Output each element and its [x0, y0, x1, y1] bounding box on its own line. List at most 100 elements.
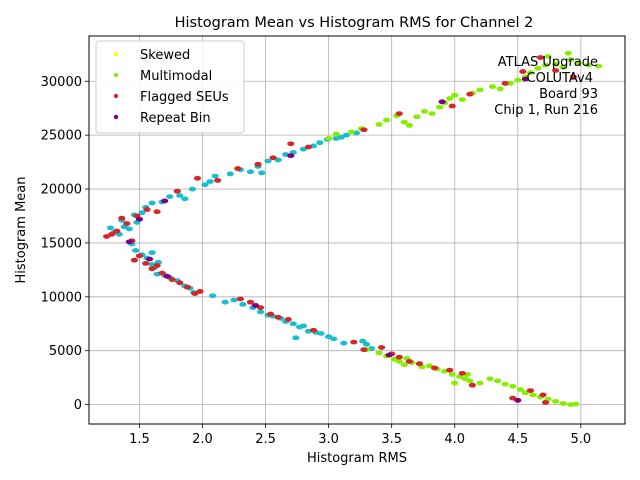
data-point-normal — [211, 173, 219, 179]
data-point-flagged-seus — [267, 311, 275, 317]
data-point-flagged-seus — [395, 354, 403, 360]
data-point-multimodal — [506, 81, 514, 86]
data-point-flagged-seus — [415, 361, 424, 367]
data-point-multimodal — [584, 62, 593, 68]
data-point-multimodal — [400, 362, 408, 368]
data-point-flagged-seus — [246, 299, 255, 305]
data-point-flagged-seus — [284, 317, 292, 322]
x-tick-label: 3.5 — [381, 432, 402, 447]
legend-label-multimodal: Multimodal — [140, 69, 212, 84]
data-point-multimodal — [395, 359, 403, 364]
data-point-normal — [148, 200, 156, 206]
data-point-multimodal — [496, 86, 504, 92]
y-tick-label: 25000 — [41, 129, 82, 144]
data-point-normal — [208, 293, 217, 299]
x-tick-label: 3.0 — [318, 432, 339, 447]
data-point-flagged-seus — [395, 111, 403, 116]
data-point-flagged-seus — [377, 345, 386, 350]
data-point-multimodal — [514, 77, 522, 83]
data-point-multimodal — [574, 60, 582, 66]
data-point-normal — [359, 338, 367, 344]
data-point-flagged-seus — [552, 68, 560, 73]
data-point-multimodal — [501, 381, 509, 387]
data-point-multimodal — [564, 50, 572, 56]
y-tick-label: 10000 — [41, 290, 82, 305]
data-point-normal — [258, 170, 266, 176]
data-point-flagged-seus — [269, 155, 277, 161]
data-point-normal — [292, 335, 300, 341]
data-point-multimodal — [466, 378, 474, 384]
data-point-flagged-seus — [142, 261, 150, 266]
data-point-multimodal — [494, 378, 502, 384]
legend-label-flagged-seus: Flagged SEUs — [140, 90, 229, 105]
data-point-flagged-seus — [153, 263, 161, 268]
data-point-normal — [289, 321, 297, 327]
data-point-normal — [299, 323, 307, 329]
data-point-flagged-seus — [236, 296, 244, 302]
data-point-multimodal — [486, 376, 494, 382]
data-point-multimodal — [448, 372, 456, 377]
data-point-flagged-seus — [468, 382, 476, 388]
data-point-multimodal — [458, 97, 466, 102]
annotation-block: ATLAS Upgrade COLUTAv4 Board 93 Chip 1, … — [494, 55, 598, 118]
data-point-multimodal — [594, 63, 603, 69]
legend: Skewed Multimodal Flagged SEUs Repeat Bi… — [95, 40, 245, 134]
data-point-normal — [342, 132, 350, 138]
data-point-flagged-seus — [183, 284, 191, 290]
legend-label-skewed: Skewed — [140, 48, 190, 63]
data-point-flagged-seus — [446, 367, 454, 373]
data-point-normal — [188, 186, 197, 192]
data-point-multimodal — [400, 119, 408, 125]
data-point-multimodal — [534, 65, 542, 71]
data-point-flagged-seus — [287, 141, 295, 147]
data-point-flagged-seus — [143, 207, 151, 212]
data-point-repeat-bin — [385, 352, 393, 358]
data-point-flagged-seus — [193, 175, 202, 181]
legend-marker-skewed — [113, 51, 119, 57]
data-point-normal — [256, 309, 265, 315]
data-point-flagged-seus — [309, 327, 318, 333]
legend-marker-flagged-seus — [113, 93, 119, 99]
y-tick-label: 20000 — [41, 183, 82, 198]
data-point-flagged-seus — [405, 359, 413, 364]
data-point-normal — [239, 301, 247, 307]
data-point-repeat-bin — [125, 239, 133, 245]
chart-title: Histogram Mean vs Histogram RMS for Chan… — [175, 15, 534, 31]
annotation-chip-run: Chip 1, Run 216 — [494, 103, 598, 118]
data-point-multimodal — [559, 401, 567, 406]
data-point-multimodal — [420, 109, 429, 114]
data-point-flagged-seus — [536, 55, 545, 60]
data-point-normal — [340, 340, 348, 346]
data-point-multimodal — [428, 111, 436, 116]
data-point-normal — [148, 250, 156, 256]
data-point-repeat-bin — [145, 256, 154, 262]
legend-marker-repeat-bin — [113, 114, 119, 120]
data-point-flagged-seus — [113, 228, 121, 234]
data-point-flagged-seus — [541, 400, 550, 405]
data-point-normal — [221, 299, 229, 305]
data-point-multimodal — [375, 121, 383, 127]
x-tick-label: 2.5 — [255, 432, 276, 447]
data-point-multimodal — [516, 387, 524, 392]
x-tick-label: 2.0 — [192, 432, 213, 447]
data-point-flagged-seus — [196, 289, 204, 294]
data-point-normal — [362, 341, 371, 347]
y-axis-label: Histogram Mean — [14, 177, 29, 284]
data-point-multimodal — [446, 96, 454, 101]
data-point-multimodal — [529, 392, 537, 398]
data-point-flagged-seus — [168, 277, 176, 282]
axis-ticks: 1.5 2.0 2.5 3.0 3.5 4.0 4.5 5.0 0 5000 10000 15000 2… — [41, 75, 592, 447]
data-point-flagged-seus — [234, 166, 242, 171]
data-point-repeat-bin — [135, 216, 144, 222]
data-point-multimodal — [552, 61, 560, 67]
data-point-multimodal — [476, 380, 484, 386]
data-point-flagged-seus — [123, 221, 131, 226]
data-point-normal — [206, 179, 214, 184]
data-point-repeat-bin — [161, 198, 169, 204]
data-point-multimodal — [451, 92, 459, 98]
legend-label-repeat-bin: Repeat Bin — [140, 111, 211, 126]
data-point-multimodal — [451, 380, 459, 386]
data-point-flagged-seus — [360, 347, 368, 353]
data-point-normal — [138, 210, 146, 216]
data-point-flagged-seus — [526, 388, 535, 393]
